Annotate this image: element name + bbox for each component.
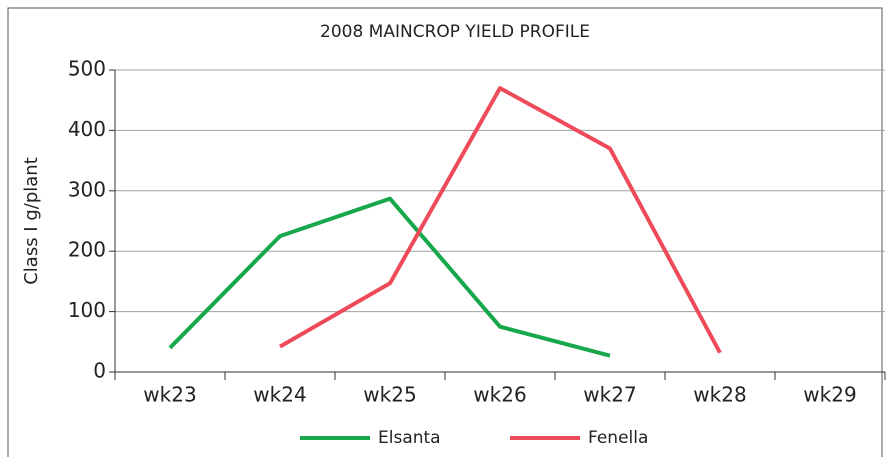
x-tick-label: wk23: [143, 383, 196, 407]
y-tick-label: 300: [68, 177, 106, 201]
series-line: [168, 196, 611, 358]
legend-label: Fenella: [588, 428, 648, 448]
y-axis-label: Class I g/plant: [21, 157, 42, 285]
y-tick-label: 400: [68, 117, 106, 141]
x-tick-label: wk27: [583, 383, 636, 407]
y-tick-label: 500: [68, 57, 106, 81]
y-tick-label: 100: [68, 298, 106, 322]
legend-label: Elsanta: [378, 428, 441, 448]
y-tick-label: 0: [93, 359, 106, 383]
x-tick-label: wk28: [693, 383, 746, 407]
x-tick-label: wk29: [803, 383, 856, 407]
x-tick-label: wk24: [253, 383, 306, 407]
series-line: [279, 86, 722, 354]
y-tick-label: 200: [68, 238, 106, 262]
chart-title: 2008 MAINCROP YIELD PROFILE: [320, 22, 590, 42]
x-tick-label: wk25: [363, 383, 416, 407]
chart-frame: [7, 7, 883, 457]
x-tick-label: wk26: [473, 383, 526, 407]
